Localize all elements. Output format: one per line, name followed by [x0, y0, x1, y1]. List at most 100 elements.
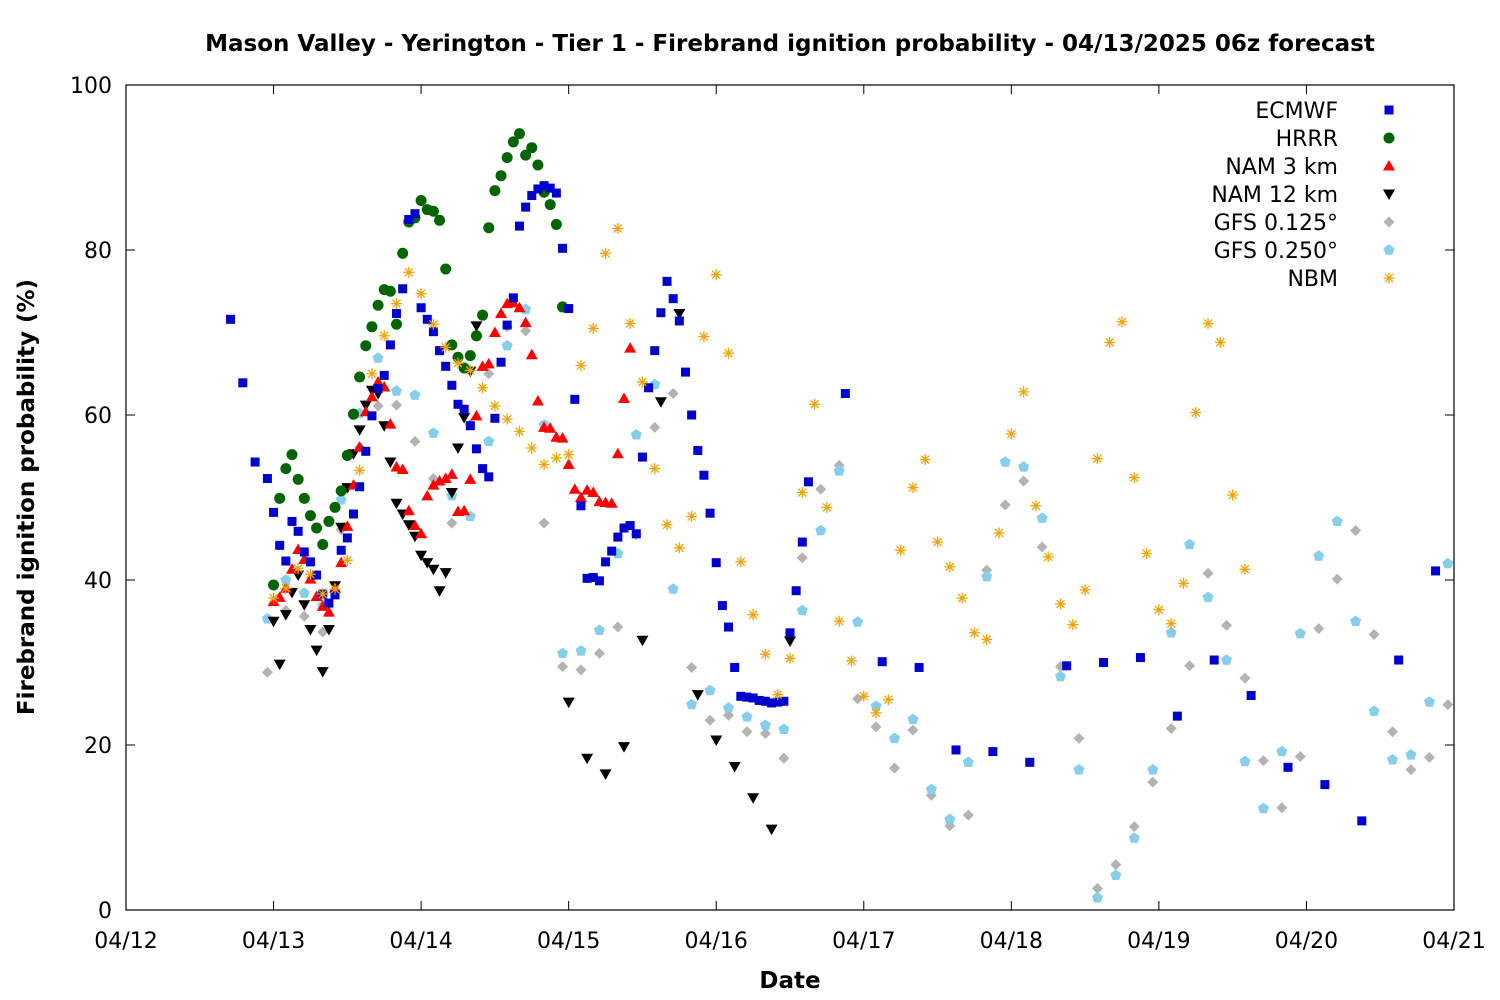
y-tick-label: 0 — [98, 899, 112, 924]
legend-marker — [1383, 244, 1395, 255]
data-point — [403, 266, 415, 278]
x-tick-label: 04/17 — [832, 929, 895, 954]
data-point — [1073, 763, 1085, 775]
data-point — [1135, 653, 1145, 663]
data-point — [280, 574, 292, 585]
data-point — [1055, 670, 1067, 682]
data-point — [525, 348, 538, 360]
data-point — [636, 635, 649, 647]
data-point — [759, 719, 771, 730]
data-point — [568, 483, 581, 494]
data-point — [741, 711, 753, 722]
data-point — [882, 694, 894, 706]
data-point — [754, 695, 764, 705]
data-point — [521, 202, 531, 212]
data-point — [1005, 428, 1017, 440]
legend: ECMWF HRRR NAM 3 km NAM 12 km GFS 0.125° GFS … — [1211, 99, 1395, 292]
data-point — [767, 698, 777, 708]
data-point — [1276, 802, 1288, 814]
data-point — [895, 544, 907, 556]
data-point — [605, 497, 618, 508]
data-point — [1442, 557, 1454, 569]
legend-marker — [1384, 105, 1394, 115]
data-point — [531, 394, 544, 406]
data-point — [226, 314, 236, 324]
data-point — [1104, 336, 1116, 348]
data-point — [968, 627, 980, 639]
data-point — [550, 218, 562, 230]
data-point — [532, 159, 544, 171]
data-point — [527, 191, 537, 201]
chart-title: Mason Valley - Yerington - Tier 1 - Fire… — [205, 31, 1375, 57]
data-point — [1116, 316, 1128, 328]
data-point — [441, 361, 451, 371]
data-point — [1190, 407, 1202, 419]
data-point — [611, 447, 624, 459]
data-point — [304, 568, 316, 580]
data-point — [262, 474, 272, 484]
data-point — [273, 659, 286, 671]
data-point — [636, 376, 648, 388]
data-point — [501, 413, 513, 425]
data-point — [624, 317, 636, 329]
data-point — [1165, 723, 1177, 734]
data-point — [354, 371, 366, 383]
data-point — [372, 400, 384, 412]
y-tick-label: 80 — [84, 239, 112, 264]
data-point — [581, 484, 594, 495]
data-point — [478, 464, 488, 474]
data-point — [404, 214, 414, 224]
legend-label: ECMWF — [1255, 99, 1338, 124]
data-point — [870, 707, 882, 719]
data-point — [367, 411, 377, 421]
data-point — [1165, 618, 1177, 630]
data-point — [858, 690, 870, 702]
data-point — [440, 263, 452, 275]
data-point — [1073, 732, 1085, 744]
data-point — [919, 454, 931, 466]
data-point — [1350, 615, 1362, 626]
data-point — [520, 325, 532, 337]
legend-label: GFS 0.250° — [1214, 239, 1338, 264]
data-point — [1442, 699, 1454, 711]
data-point — [391, 399, 403, 411]
data-point — [508, 293, 518, 303]
y-tick-label: 60 — [84, 404, 112, 429]
data-point — [1405, 764, 1417, 776]
y-axis: 0 20 40 60 80 100 — [70, 74, 1454, 924]
data-point — [317, 588, 329, 600]
data-point — [932, 536, 944, 548]
data-point — [1423, 751, 1435, 763]
data-point — [631, 529, 641, 539]
data-point — [1431, 566, 1441, 576]
data-point — [907, 724, 919, 736]
data-point — [1110, 859, 1122, 871]
data-point — [464, 473, 477, 484]
data-point — [1079, 584, 1091, 596]
data-point — [1147, 776, 1159, 788]
data-point — [680, 367, 690, 377]
data-point — [323, 515, 335, 527]
data-point — [507, 136, 519, 148]
data-point — [1018, 386, 1030, 398]
data-point — [907, 713, 919, 725]
data-point — [575, 360, 587, 371]
legend-marker — [1383, 132, 1395, 144]
data-point — [778, 752, 790, 764]
data-point — [477, 382, 489, 394]
data-point — [372, 352, 384, 363]
data-point — [1141, 548, 1153, 560]
data-point — [435, 346, 445, 356]
data-point — [415, 550, 428, 562]
x-tick-label: 04/21 — [1422, 929, 1485, 954]
data-point — [1294, 751, 1306, 763]
data-point — [785, 628, 795, 638]
y-axis-label: Firebrand ignition probability (%) — [14, 279, 40, 715]
data-point — [398, 284, 408, 294]
data-point — [453, 399, 463, 409]
data-point — [742, 692, 752, 702]
data-point — [305, 557, 315, 567]
data-point — [1368, 628, 1380, 640]
data-point — [612, 223, 624, 235]
data-point — [704, 714, 716, 726]
